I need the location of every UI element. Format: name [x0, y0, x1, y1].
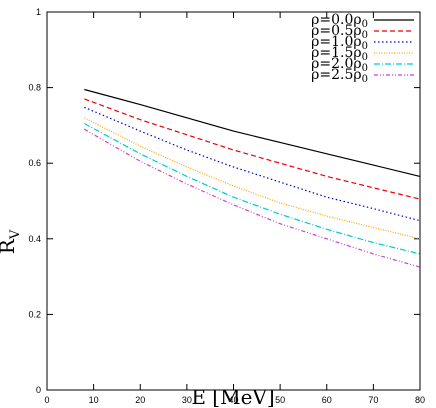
legend-label: ρ=2.5ρ0 [311, 67, 368, 85]
x-axis-label: E [MeV] [191, 385, 274, 408]
x-tick-label: 70 [368, 395, 378, 405]
legend-label: ρ=2.0ρ0 [311, 56, 368, 74]
y-tick-label: 0.6 [28, 158, 41, 168]
x-tick-label: 50 [275, 395, 285, 405]
y-axis-label-subscript: V [8, 229, 23, 240]
x-tick-label: 40 [228, 395, 238, 405]
legend-label: ρ=0.5ρ0 [311, 23, 368, 41]
series-line [84, 88, 421, 177]
legend: ρ=0.0ρ0ρ=0.5ρ0ρ=1.0ρ0ρ=1.5ρ0ρ=2.0ρ0ρ=2.5… [311, 12, 414, 85]
x-tick-label: 60 [322, 395, 332, 405]
y-tick-label: 1 [36, 7, 41, 17]
axis-ticks: 0 10 20 30 40 50 60 70 80 0 0.2 0.4 0.6 0.8 1 [28, 7, 425, 405]
x-tick-label: 20 [135, 395, 145, 405]
x-tick-label: 80 [415, 395, 425, 405]
x-tick-label: 10 [89, 395, 99, 405]
series-line [84, 106, 421, 222]
series-line [84, 98, 421, 200]
legend-label: ρ=1.5ρ0 [311, 45, 368, 63]
y-tick-label: 0 [36, 385, 41, 395]
x-tick-label: 0 [44, 395, 49, 405]
legend-label: ρ=0.0ρ0 [311, 12, 368, 30]
legend-label: ρ=1.0ρ0 [311, 34, 368, 52]
y-tick-label: 0.8 [28, 83, 41, 93]
series-line [84, 122, 421, 255]
svg-text:RV: RV [0, 229, 23, 254]
y-tick-label: 0.2 [28, 309, 41, 319]
y-tick-label: 0.4 [28, 234, 41, 244]
series-line [84, 128, 421, 268]
series-lines [84, 88, 421, 268]
x-tick-label: 30 [182, 395, 192, 405]
y-axis-label: RV [0, 229, 23, 254]
y-axis-label-main: R [0, 238, 19, 254]
